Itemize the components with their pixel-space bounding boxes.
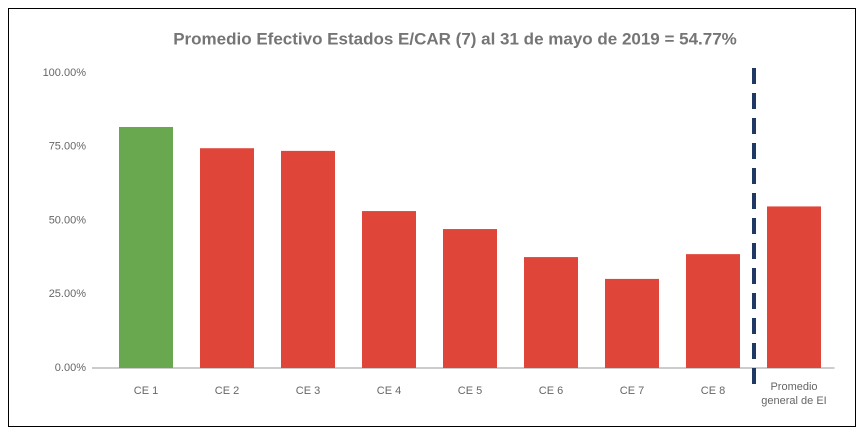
bar bbox=[281, 150, 335, 368]
x-tick-label: CE 7 bbox=[619, 385, 645, 397]
bar bbox=[119, 126, 173, 368]
x-tick-label: CE 1 bbox=[133, 385, 159, 397]
bar bbox=[605, 278, 659, 368]
y-tick-label: 0.00% bbox=[55, 362, 86, 374]
y-tick-label: 25.00% bbox=[49, 288, 87, 300]
bar bbox=[362, 211, 416, 368]
y-tick-label: 50.00% bbox=[49, 214, 87, 226]
bar bbox=[524, 257, 578, 368]
bar bbox=[686, 254, 740, 368]
bar bbox=[200, 148, 254, 368]
y-tick-label: 75.00% bbox=[49, 141, 87, 153]
x-tick-label: CE 5 bbox=[457, 385, 483, 397]
x-tick-label: CE 4 bbox=[376, 385, 402, 397]
x-tick-label: CE 8 bbox=[700, 385, 726, 397]
x-tick-label: CE 6 bbox=[538, 385, 564, 397]
chart-title: Promedio Efectivo Estados E/CAR (7) al 3… bbox=[173, 29, 737, 48]
x-tick-label: CE 2 bbox=[214, 385, 240, 397]
y-tick-label: 100.00% bbox=[43, 67, 87, 79]
bar bbox=[443, 229, 497, 368]
x-tick-label: Promedio general de EI bbox=[761, 381, 827, 407]
x-tick-label: CE 3 bbox=[295, 385, 321, 397]
bar bbox=[767, 206, 821, 368]
